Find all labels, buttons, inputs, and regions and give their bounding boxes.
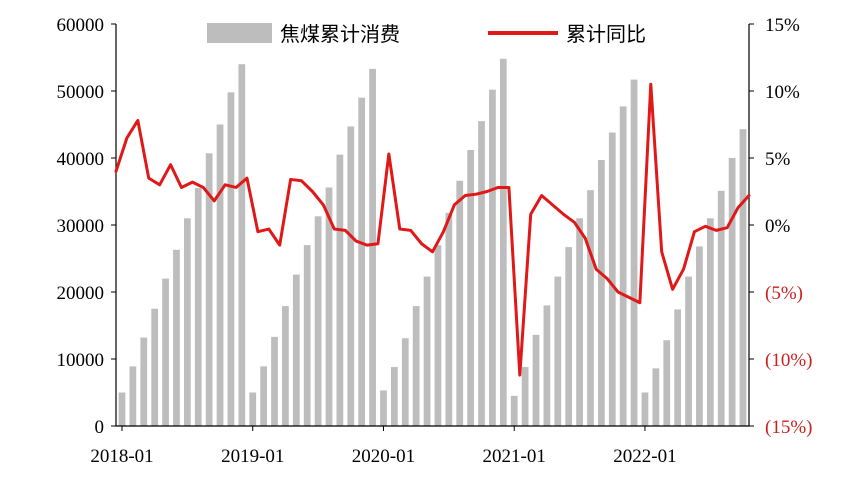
- bar: [194, 188, 202, 426]
- bar: [510, 395, 518, 426]
- bar: [151, 308, 159, 426]
- bar: [739, 129, 747, 426]
- x-tick-label: 2020-01: [352, 446, 415, 467]
- bar: [238, 64, 246, 426]
- bar: [576, 218, 583, 426]
- y-right-tick-label: 10%: [765, 82, 800, 103]
- bar: [173, 249, 180, 426]
- bar: [478, 121, 485, 427]
- y-left-tick-label: 30000: [57, 216, 105, 237]
- bar: [652, 368, 660, 426]
- bar: [630, 79, 638, 427]
- bar: [663, 340, 671, 426]
- yoy-line: [114, 82, 751, 377]
- y-left-tick-label: 50000: [57, 82, 105, 103]
- bar: [543, 305, 551, 426]
- legend-line-label: 累计同比: [566, 22, 646, 46]
- bar: [696, 246, 703, 426]
- bar: [717, 190, 725, 426]
- bar: [314, 216, 322, 426]
- y-left-tick-label: 60000: [57, 15, 105, 36]
- bar: [598, 160, 605, 426]
- bar: [358, 97, 366, 426]
- legend-bar-label: 焦煤累计消费: [280, 22, 400, 46]
- bar: [467, 149, 475, 426]
- x-tick-label: 2022-01: [613, 446, 676, 467]
- bar: [489, 89, 496, 426]
- bar: [140, 337, 148, 426]
- bar: [685, 276, 692, 426]
- bar: [205, 153, 213, 426]
- y-right-tick-label: 0%: [765, 216, 791, 237]
- bar: [565, 247, 573, 426]
- bar: [129, 366, 137, 426]
- bar: [390, 367, 398, 426]
- bar: [347, 126, 355, 426]
- bar: [706, 218, 714, 426]
- bar: [271, 336, 278, 426]
- bar: [608, 132, 616, 427]
- y-left-tick-label: 40000: [57, 149, 105, 170]
- bar: [521, 367, 529, 426]
- bar: [380, 390, 387, 426]
- bar: [728, 158, 736, 426]
- bars-layer: [118, 58, 747, 427]
- bar: [216, 124, 224, 426]
- bar: [118, 392, 126, 426]
- y-right-tick-label: (5%): [765, 283, 803, 304]
- line-layer: [114, 82, 751, 377]
- bar: [183, 218, 191, 426]
- bar: [619, 106, 627, 426]
- legend: 焦煤累计消费 累计同比: [207, 22, 646, 46]
- bar: [456, 180, 464, 426]
- y-right-tick-label: 5%: [765, 149, 791, 170]
- bar: [412, 306, 420, 426]
- bar: [325, 187, 333, 426]
- x-tick-label: 2021-01: [483, 446, 546, 467]
- y-right-tick-label: (15%): [765, 417, 812, 438]
- y-left-tick-label: 20000: [57, 283, 105, 304]
- ticks-layer: 0 10000 20000 30000 40000 50000 60000 (15%) (10%…: [57, 15, 813, 467]
- bar: [499, 58, 507, 427]
- x-tick-label: 2018-01: [90, 446, 153, 467]
- bar: [282, 306, 289, 426]
- bar: [303, 245, 311, 426]
- bar: [423, 276, 431, 426]
- bar: [260, 366, 267, 426]
- bar: [445, 212, 453, 426]
- y-left-tick-label: 0: [95, 417, 105, 438]
- bar: [674, 309, 682, 426]
- y-right-tick-label: 15%: [765, 15, 800, 36]
- y-right-tick-label: (10%): [765, 350, 812, 371]
- axes-layer: [111, 23, 754, 431]
- bar: [292, 274, 300, 426]
- bar: [587, 190, 594, 426]
- bar: [434, 245, 442, 426]
- bar: [227, 92, 235, 426]
- bar: [554, 276, 562, 426]
- bar: [336, 154, 344, 426]
- bar: [369, 68, 376, 426]
- bar: [641, 392, 649, 426]
- x-tick-label: 2019-01: [221, 446, 284, 467]
- legend-bar-swatch: [207, 23, 272, 43]
- bar: [532, 334, 540, 426]
- bar: [162, 278, 169, 426]
- bar: [401, 338, 409, 426]
- y-left-tick-label: 10000: [57, 350, 105, 371]
- bar: [249, 392, 257, 426]
